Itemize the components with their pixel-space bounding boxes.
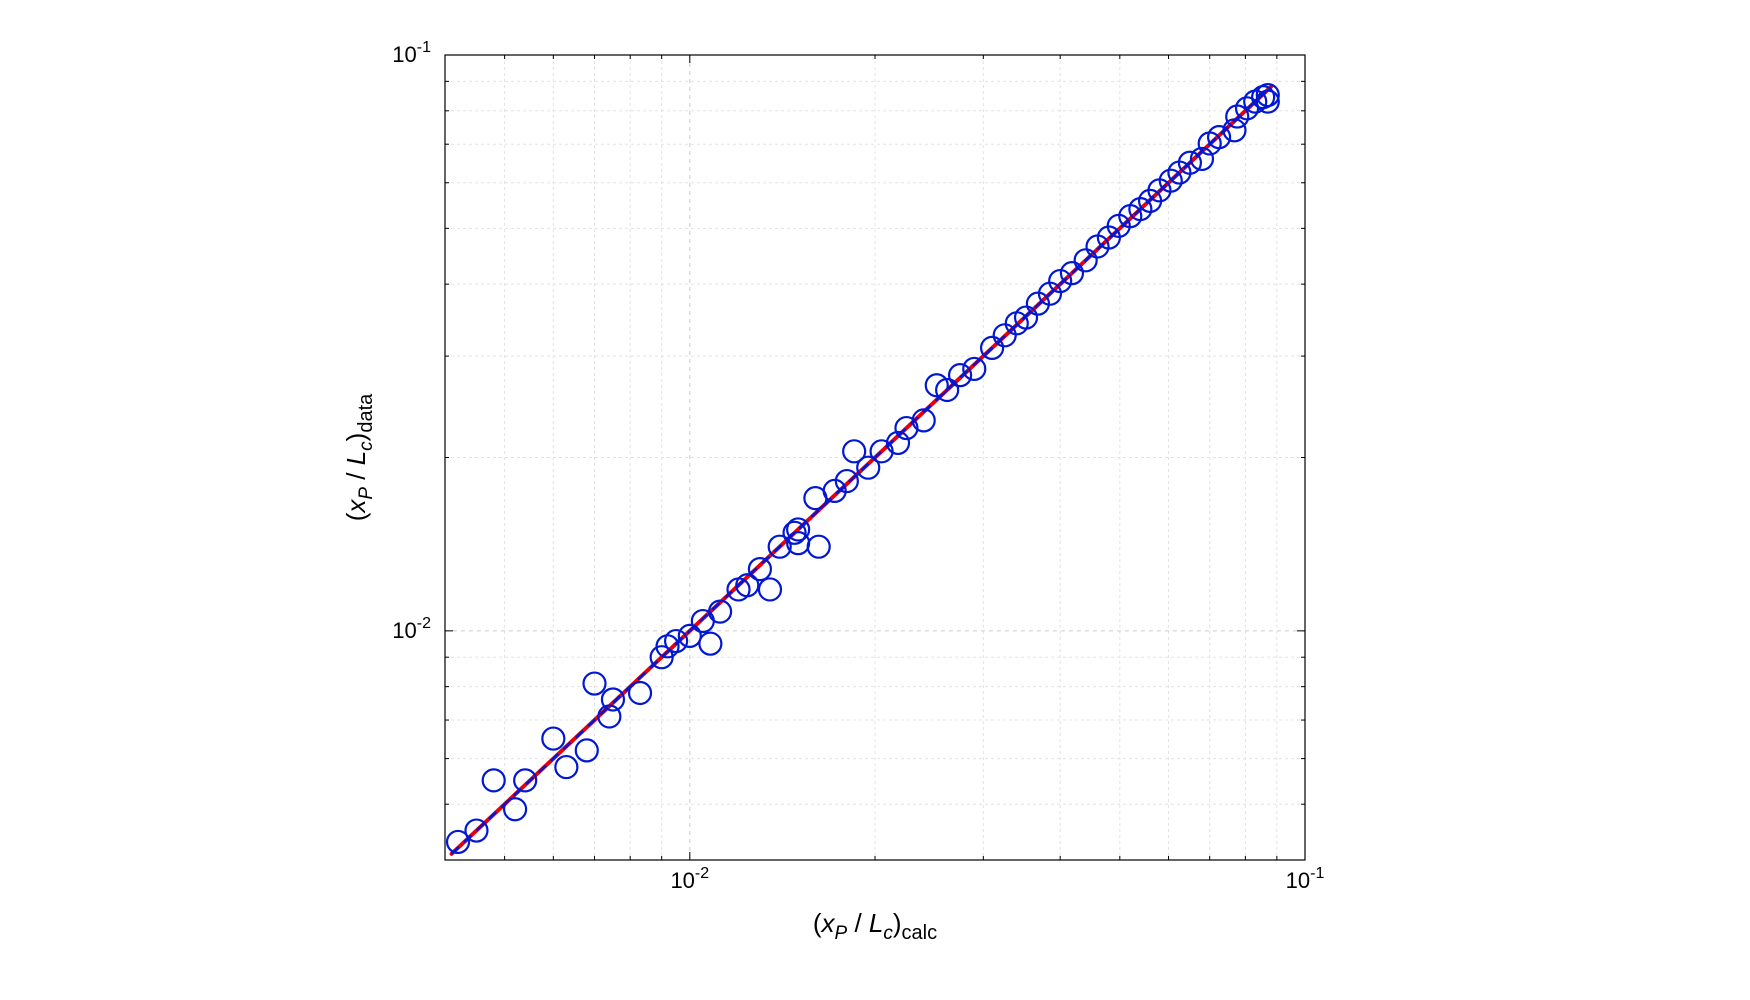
chart-svg: 10-210-110-210-1(xP / Lc)calc(xP / Lc)da…: [0, 0, 1750, 1000]
scatter-chart: 10-210-110-210-1(xP / Lc)calc(xP / Lc)da…: [0, 0, 1750, 1000]
